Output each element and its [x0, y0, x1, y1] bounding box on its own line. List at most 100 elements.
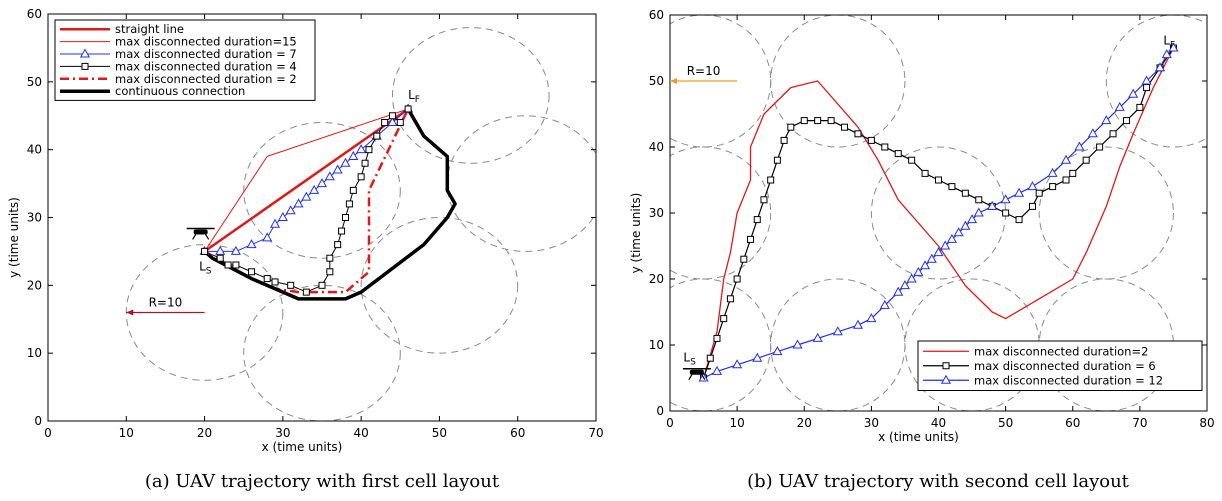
series-marker — [706, 354, 714, 362]
x-tick-label: 70 — [588, 426, 603, 440]
series-line — [702, 47, 1174, 379]
radius-label: R=10 — [687, 64, 721, 78]
series-marker — [1027, 181, 1038, 191]
series-marker — [852, 319, 864, 329]
legend-marker — [942, 362, 950, 370]
series-marker — [345, 200, 353, 208]
series-line — [204, 108, 409, 252]
y-tick-label: 60 — [27, 7, 42, 21]
x-tick-label: 20 — [197, 426, 212, 440]
series-marker — [361, 159, 369, 167]
series-marker — [232, 261, 240, 269]
series-marker — [1109, 130, 1117, 138]
series-marker — [899, 280, 910, 290]
caption-b: (b) UAV trajectory with second cell layo… — [747, 471, 1130, 492]
series-marker — [381, 119, 389, 127]
series-marker — [767, 176, 775, 184]
series-marker — [277, 211, 288, 221]
series-marker — [340, 157, 351, 167]
series-marker — [908, 156, 916, 164]
series-marker — [1122, 117, 1130, 125]
legend-entry: max disconnected duration = 12 — [974, 373, 1163, 387]
series-marker — [913, 266, 924, 276]
x-tick-label: 0 — [666, 416, 674, 430]
series-marker — [216, 254, 224, 262]
series-marker — [961, 189, 969, 197]
series-marker — [215, 245, 226, 255]
coverage-cell — [360, 217, 519, 354]
chart-b: 0 10 20 30 40 50 60 70 80 0 10 20 30 40 50 60 x (time un… — [629, 8, 1215, 444]
series-marker — [404, 105, 412, 113]
uav-icon — [682, 367, 711, 381]
series-marker — [387, 117, 398, 127]
legend-entry: max disconnected duration=15 — [115, 35, 297, 49]
series-marker — [1028, 202, 1036, 210]
radius-label: R=10 — [149, 295, 183, 309]
series-line — [203, 108, 457, 301]
series-marker — [1087, 128, 1098, 138]
radius-annotation: R=10 — [670, 64, 738, 84]
series-marker — [1049, 183, 1057, 191]
series-marker — [1060, 154, 1072, 164]
y-tick-label: 20 — [27, 278, 42, 292]
series-marker — [814, 117, 822, 125]
series-marker — [1082, 156, 1090, 164]
y-axis-label: y (time units) — [7, 197, 21, 278]
series-marker — [987, 200, 998, 210]
series-marker — [780, 136, 788, 144]
legend-entry: max disconnected duration = 2 — [115, 72, 297, 86]
x-tick-label: 60 — [510, 426, 525, 440]
legend-entry: max disconnected duration = 4 — [115, 59, 297, 73]
y-tick-label: 60 — [649, 8, 664, 22]
x-tick-label: 50 — [998, 416, 1013, 430]
series-marker — [827, 117, 835, 125]
y-tick-label: 0 — [34, 414, 42, 428]
series-marker — [720, 315, 728, 323]
y-tick-label: 10 — [649, 338, 664, 352]
y-axis-label: y (time units) — [629, 193, 643, 274]
x-tick-label: 40 — [931, 416, 946, 430]
series-marker — [356, 144, 367, 154]
series-marker — [812, 332, 823, 342]
trajectories — [698, 42, 1179, 382]
series-marker — [1096, 143, 1104, 151]
coverage-cell — [1105, 15, 1207, 148]
series-marker — [1015, 216, 1023, 224]
series-marker — [285, 205, 296, 215]
series-marker — [1136, 103, 1144, 111]
y-tick-label: 20 — [649, 272, 664, 286]
series-marker — [752, 352, 763, 362]
series-marker — [1047, 167, 1058, 177]
series-marker — [866, 313, 877, 323]
series-marker — [1168, 42, 1179, 52]
series-marker — [832, 326, 843, 336]
series-marker — [348, 150, 359, 160]
series-marker — [773, 156, 781, 164]
legend: max disconnected duration=2 max disconnec… — [917, 340, 1203, 391]
coverage-cell — [770, 15, 906, 148]
legend-entry: continuous connection — [115, 84, 245, 98]
x-tick-label: 0 — [44, 426, 52, 440]
series-marker — [388, 112, 396, 120]
caption-a: (a) UAV trajectory with first cell layou… — [145, 471, 500, 492]
series-marker — [1069, 169, 1077, 177]
series-marker — [1002, 209, 1010, 217]
legend-entry: max disconnected duration=2 — [974, 344, 1148, 358]
series-marker — [326, 254, 334, 262]
series-marker — [1141, 75, 1152, 85]
series-marker — [309, 184, 320, 194]
series-marker — [396, 119, 404, 127]
series-marker — [933, 247, 944, 257]
series-marker — [338, 227, 346, 235]
series-marker — [365, 146, 373, 154]
series-marker — [293, 198, 304, 208]
series-marker — [1128, 88, 1139, 98]
series-marker — [948, 183, 956, 191]
series-marker — [316, 178, 328, 188]
x-tick-label: 10 — [119, 426, 134, 440]
x-tick-label: 30 — [275, 426, 290, 440]
series-marker — [230, 245, 241, 255]
series-marker — [1074, 141, 1085, 151]
series-marker — [711, 365, 723, 375]
